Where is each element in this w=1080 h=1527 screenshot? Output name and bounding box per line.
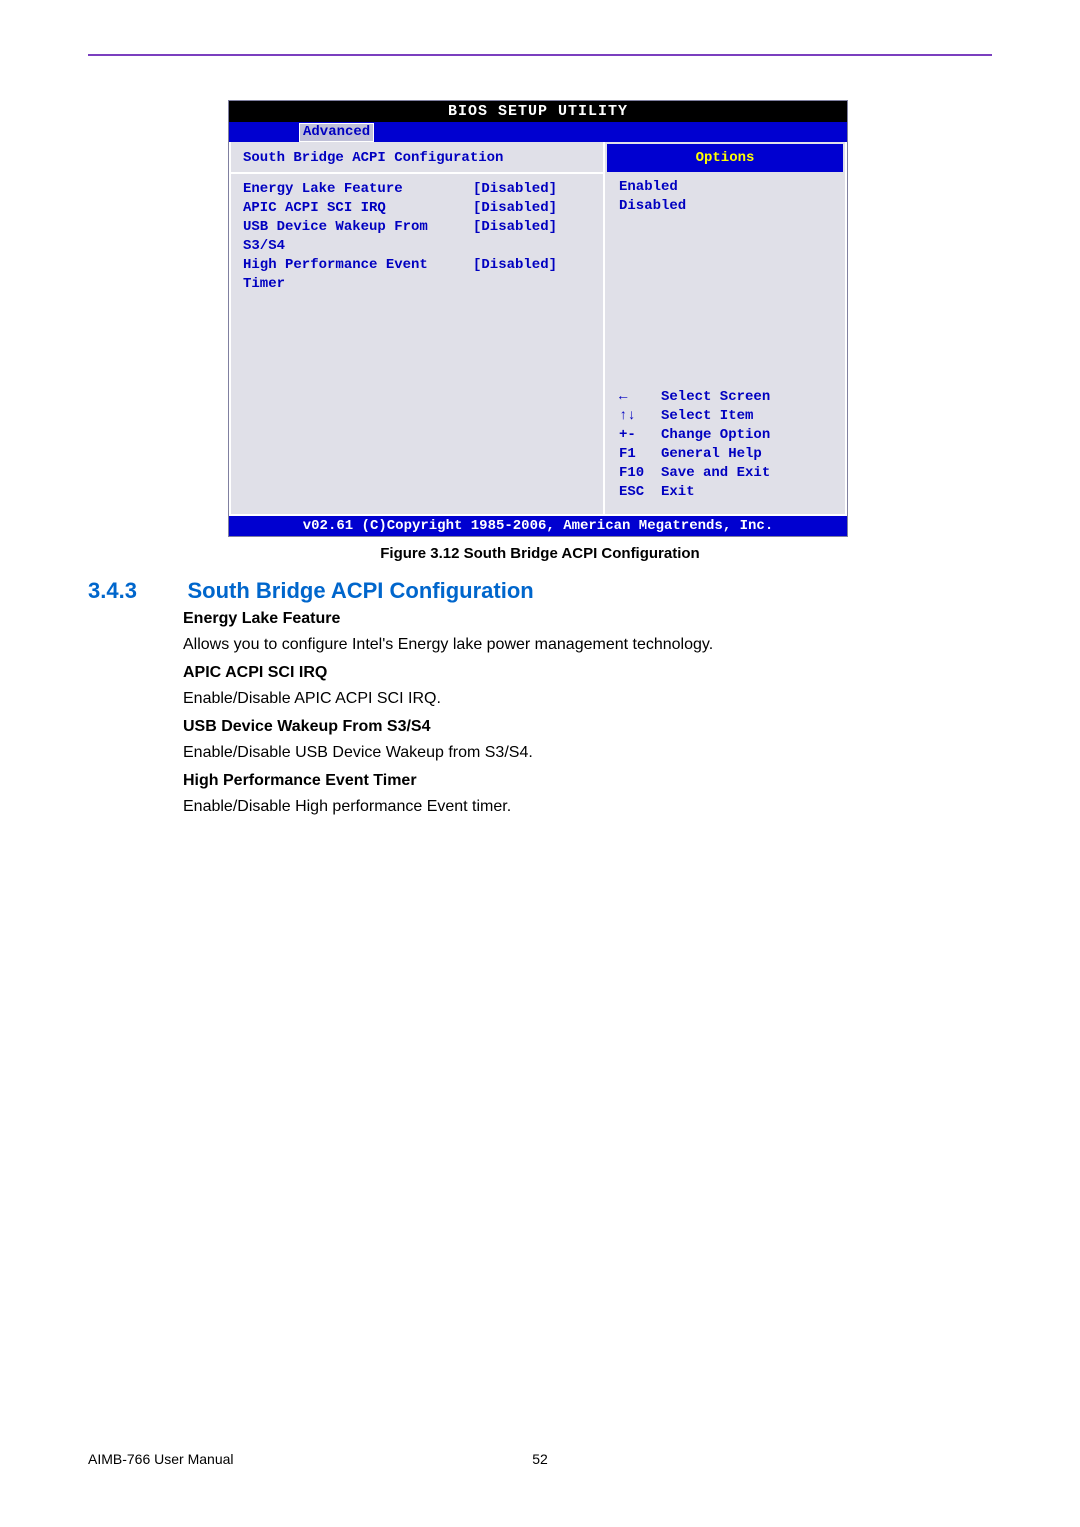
bios-help-row: ← Select Screen [619,388,831,407]
top-horizontal-rule [88,54,992,56]
bios-help-key: F1 [619,445,661,464]
bios-setting-value: [Disabled] [473,199,591,218]
bios-title-bar: BIOS SETUP UTILITY [229,101,847,122]
bios-options-header: Options [607,144,843,172]
bios-setting-value: [Disabled] [473,256,591,294]
bios-menu-bar: Advanced [229,122,847,142]
bios-help-action: Exit [661,483,695,502]
doc-item-desc: Enable/Disable APIC ACPI SCI IRQ. [183,686,992,712]
bios-setting-label: USB Device Wakeup From S3/S4 [243,218,473,256]
bios-settings-panel: South Bridge ACPI Configuration Energy L… [229,142,605,516]
bios-setting-label: Energy Lake Feature [243,180,473,199]
bios-setting-row[interactable]: USB Device Wakeup From S3/S4 [Disabled] [243,218,591,256]
bios-setting-value: [Disabled] [473,218,591,256]
bios-setting-label: APIC ACPI SCI IRQ [243,199,473,218]
bios-options-panel: Options Enabled Disabled ← Select Screen… [605,142,847,516]
doc-item-title: USB Device Wakeup From S3/S4 [183,714,992,740]
doc-section: 3.4.3 South Bridge ACPI Configuration En… [88,578,992,820]
bios-setting-label: High Performance Event Timer [243,256,473,294]
doc-item-title: High Performance Event Timer [183,768,992,794]
page-footer: AIMB-766 User Manual 52 [88,1451,992,1467]
bios-help-key: F10 [619,464,661,483]
bios-copyright-footer: v02.61 (C)Copyright 1985-2006, American … [229,516,847,536]
doc-item-title: Energy Lake Feature [183,606,992,632]
section-title: South Bridge ACPI Configuration [187,578,533,604]
bios-setting-row[interactable]: APIC ACPI SCI IRQ [Disabled] [243,199,591,218]
bios-setting-row[interactable]: Energy Lake Feature [Disabled] [243,180,591,199]
doc-item-desc: Enable/Disable High performance Event ti… [183,794,992,820]
bios-option-item[interactable]: Disabled [619,197,831,216]
doc-item-desc: Enable/Disable USB Device Wakeup from S3… [183,740,992,766]
bios-help-key: ESC [619,483,661,502]
bios-help-action: General Help [661,445,762,464]
bios-setting-value: [Disabled] [473,180,591,199]
bios-help-row: F10 Save and Exit [619,464,831,483]
doc-item-desc: Allows you to configure Intel's Energy l… [183,632,992,658]
bios-help-key: ↑↓ [619,407,661,426]
bios-help-panel: ← Select Screen ↑↓ Select Item +- Change… [605,384,845,514]
bios-help-action: Change Option [661,426,770,445]
footer-page-number: 52 [532,1451,548,1467]
bios-setting-row[interactable]: High Performance Event Timer [Disabled] [243,256,591,294]
bios-help-key: +- [619,426,661,445]
bios-help-action: Select Item [661,407,753,426]
bios-help-action: Save and Exit [661,464,770,483]
figure-caption: Figure 3.12 South Bridge ACPI Configurat… [88,545,992,562]
doc-body: Energy Lake Feature Allows you to config… [183,606,992,820]
bios-help-row: ↑↓ Select Item [619,407,831,426]
bios-option-item[interactable]: Enabled [619,178,831,197]
bios-menu-tab-advanced[interactable]: Advanced [299,123,374,142]
bios-help-row: +- Change Option [619,426,831,445]
bios-panel-header: South Bridge ACPI Configuration [231,142,603,174]
bios-help-key: ← [619,388,661,407]
doc-item-title: APIC ACPI SCI IRQ [183,660,992,686]
bios-help-row: F1 General Help [619,445,831,464]
section-number: 3.4.3 [88,578,183,604]
footer-manual-name: AIMB-766 User Manual [88,1451,234,1467]
bios-screenshot: BIOS SETUP UTILITY Advanced South Bridge… [228,100,848,537]
bios-help-row: ESC Exit [619,483,831,502]
bios-help-action: Select Screen [661,388,770,407]
